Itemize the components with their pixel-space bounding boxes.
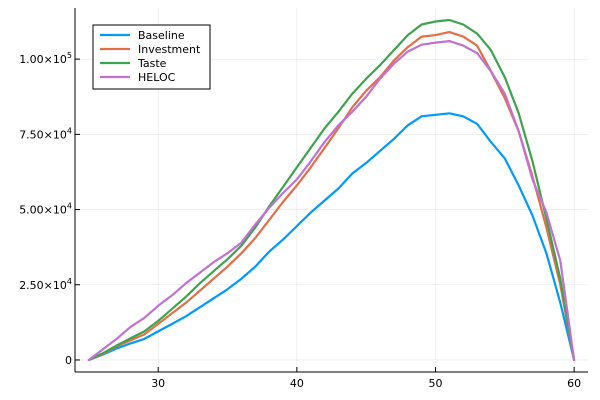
y-tick-exponent: 4 [67, 202, 72, 211]
y-tick-label: 7.50×104 [19, 126, 72, 141]
x-ticks: 30 40 50 60 [151, 367, 581, 390]
y-tick-exponent: 5 [67, 51, 72, 60]
series-lines [87, 18, 576, 362]
y-tick-mantissa: 5.00×10 [19, 204, 67, 217]
x-tick-label: 30 [151, 377, 165, 390]
x-tick-label: 60 [567, 377, 581, 390]
y-tick-mantissa: 2.50×10 [19, 279, 67, 292]
legend-label-heloc: HELOC [138, 71, 176, 84]
grid-lines [75, 8, 588, 372]
y-tick-label: 1.00×105 [19, 51, 72, 66]
y-tick-mantissa: 7.50×10 [19, 128, 67, 141]
y-tick-exponent: 4 [67, 126, 72, 135]
legend-label-investment: Investment [138, 43, 201, 56]
series-line-taste [87, 18, 576, 362]
y-tick-label: 5.00×104 [19, 202, 72, 217]
y-tick-label: 0 [65, 354, 72, 367]
plot-frame [74, 8, 588, 373]
legend-label-baseline: Baseline [138, 29, 185, 42]
x-tick-label: 50 [428, 377, 442, 390]
y-tick-mantissa: 1.00×10 [19, 53, 67, 66]
series-line-baseline [87, 112, 576, 362]
y-tick-label: 2.50×104 [19, 277, 72, 292]
series-line-heloc [87, 39, 576, 362]
y-tick-exponent: 4 [67, 277, 72, 286]
x-tick-label: 40 [290, 377, 304, 390]
legend-label-taste: Taste [137, 57, 167, 70]
